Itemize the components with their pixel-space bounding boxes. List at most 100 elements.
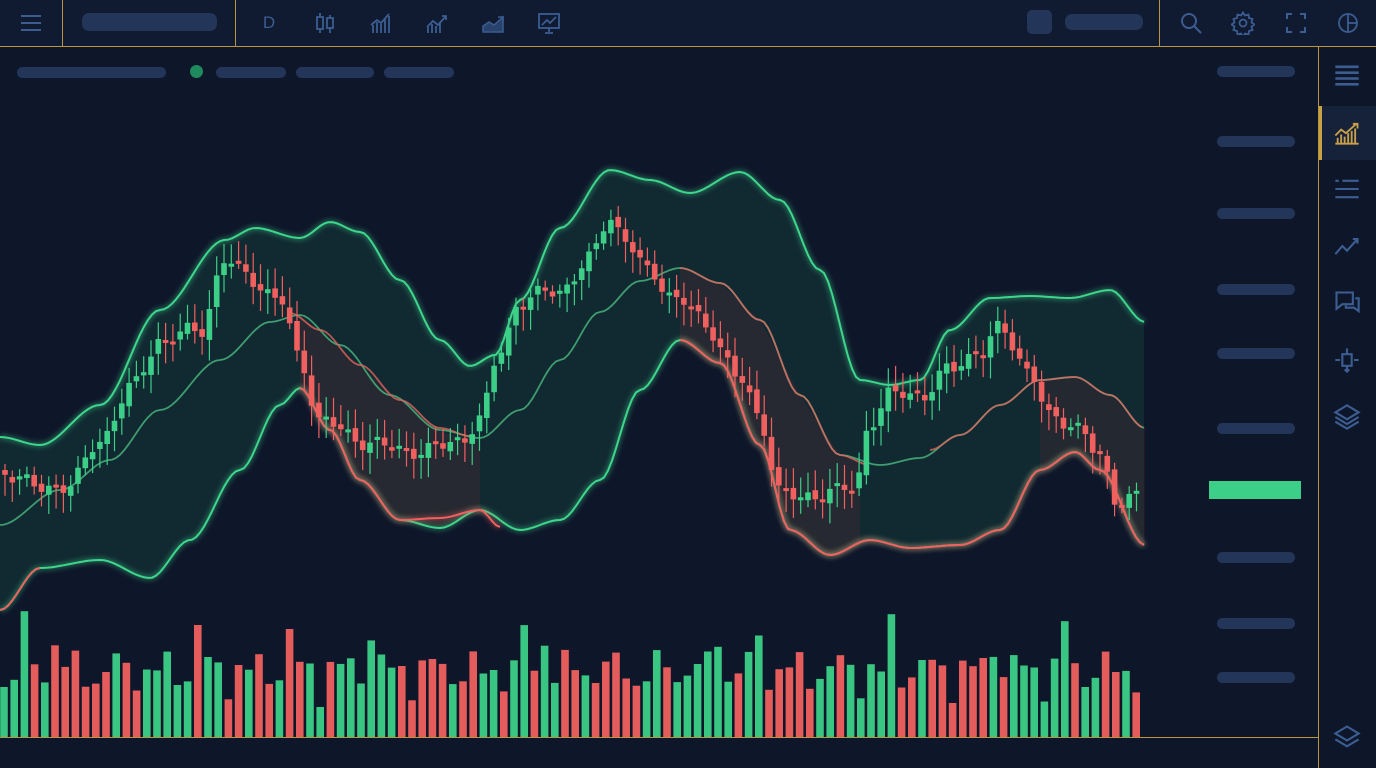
candle-up — [1126, 493, 1132, 508]
volume-bar-up — [204, 657, 212, 737]
candle-down — [673, 289, 680, 298]
candle-down — [761, 414, 767, 436]
volume-bar-up — [642, 681, 651, 737]
candle-up — [834, 483, 840, 487]
volume-bar-up — [1061, 621, 1069, 737]
volume-bar-up — [245, 669, 253, 737]
menu-icon[interactable] — [16, 8, 46, 38]
interval-button[interactable]: D — [262, 13, 276, 32]
volume-bar-down — [92, 683, 100, 737]
settings-icon[interactable] — [1228, 8, 1258, 38]
volume-bar-up — [275, 680, 284, 737]
candlestick-icon[interactable] — [310, 8, 340, 38]
candle-up — [374, 436, 381, 440]
candle-down — [615, 216, 621, 228]
sidebar-divider — [1318, 47, 1319, 768]
candle-up — [206, 309, 213, 340]
volume-bar-up — [1020, 665, 1028, 737]
candle-up — [557, 290, 563, 294]
candle-up — [827, 488, 833, 504]
volume-bar-down — [326, 661, 335, 737]
candle-up — [527, 297, 534, 310]
legend-value-pill — [384, 67, 454, 78]
candle-down — [192, 322, 198, 332]
volume-bar-up — [214, 662, 222, 737]
candle-up — [75, 467, 81, 484]
candle-up — [863, 430, 870, 476]
candle-down — [724, 350, 731, 358]
volume-bar-up — [581, 675, 590, 737]
candle-up — [1075, 422, 1081, 426]
volume-bar-up — [1122, 670, 1130, 737]
volume-bar-down — [591, 683, 600, 737]
volume-bar-up — [347, 658, 355, 737]
account-pill[interactable] — [1065, 14, 1143, 30]
search-icon[interactable] — [1176, 8, 1206, 38]
fullscreen-icon[interactable] — [1281, 8, 1311, 38]
list-icon[interactable] — [1330, 58, 1364, 92]
bar-chart-icon[interactable] — [366, 8, 396, 38]
volume-bar-down — [408, 700, 416, 737]
volume-bar-down — [1071, 663, 1079, 737]
volume-bar-down — [234, 665, 243, 737]
chart-pane[interactable] — [0, 47, 1318, 738]
candle-down — [549, 291, 556, 297]
chat-icon[interactable] — [1330, 286, 1364, 320]
chart-icon[interactable] — [1330, 115, 1364, 149]
volume-bar-up — [41, 682, 49, 737]
volume-bar-down — [959, 660, 967, 737]
layers-bottom-icon[interactable] — [1330, 720, 1364, 754]
volume-bar-down — [81, 686, 90, 737]
volume-bar-up — [867, 664, 875, 737]
legend-value-pill — [296, 67, 374, 78]
candle-up — [89, 452, 96, 460]
volume-bar-up — [887, 614, 896, 737]
candle-down — [53, 484, 59, 488]
candle-down — [776, 467, 782, 486]
candle-down — [703, 313, 709, 328]
volume-bars — [0, 611, 1140, 737]
candle-down — [841, 484, 848, 490]
line-chart-icon[interactable] — [422, 8, 452, 38]
volume-bar-down — [775, 669, 783, 737]
candle-down — [644, 260, 651, 266]
top-toolbar: D — [0, 0, 1376, 47]
band-fill — [0, 170, 1144, 610]
candle-up — [119, 403, 125, 419]
trend-icon[interactable] — [1330, 229, 1364, 263]
candle-down — [381, 437, 388, 446]
candle-up — [177, 331, 183, 340]
candle-down — [235, 260, 242, 264]
symbol-search-pill[interactable] — [82, 13, 217, 31]
candle-down — [768, 436, 775, 470]
candle-up — [593, 243, 600, 250]
candle-down — [279, 296, 286, 305]
volume-bar-down — [102, 672, 110, 737]
watchlist-icon[interactable] — [1330, 172, 1364, 206]
volume-bar-up — [0, 687, 8, 737]
volume-bar-down — [897, 687, 906, 737]
volume-bar-down — [928, 659, 936, 737]
candle-up — [943, 363, 950, 374]
candle-up — [213, 275, 220, 307]
volume-bar-down — [530, 670, 539, 737]
candle-down — [717, 338, 724, 348]
indicators-icon[interactable] — [534, 8, 564, 38]
volume-bar-down — [836, 655, 845, 737]
volume-bar-down — [224, 699, 233, 737]
candle-up — [929, 392, 935, 401]
layers-icon[interactable] — [1330, 400, 1364, 434]
volume-bar-up — [112, 653, 120, 737]
avatar-square[interactable] — [1027, 10, 1052, 34]
candle-up — [24, 474, 30, 478]
candle-up — [571, 281, 578, 285]
data-window-icon[interactable] — [1330, 343, 1364, 377]
candle-down — [38, 483, 45, 492]
area-chart-icon[interactable] — [478, 8, 508, 38]
price-chart[interactable] — [0, 47, 1318, 738]
candle-down — [170, 341, 176, 345]
candle-up — [228, 263, 235, 267]
candle-down — [31, 475, 37, 487]
snapshot-icon[interactable] — [1333, 8, 1363, 38]
candle-down — [316, 402, 322, 418]
